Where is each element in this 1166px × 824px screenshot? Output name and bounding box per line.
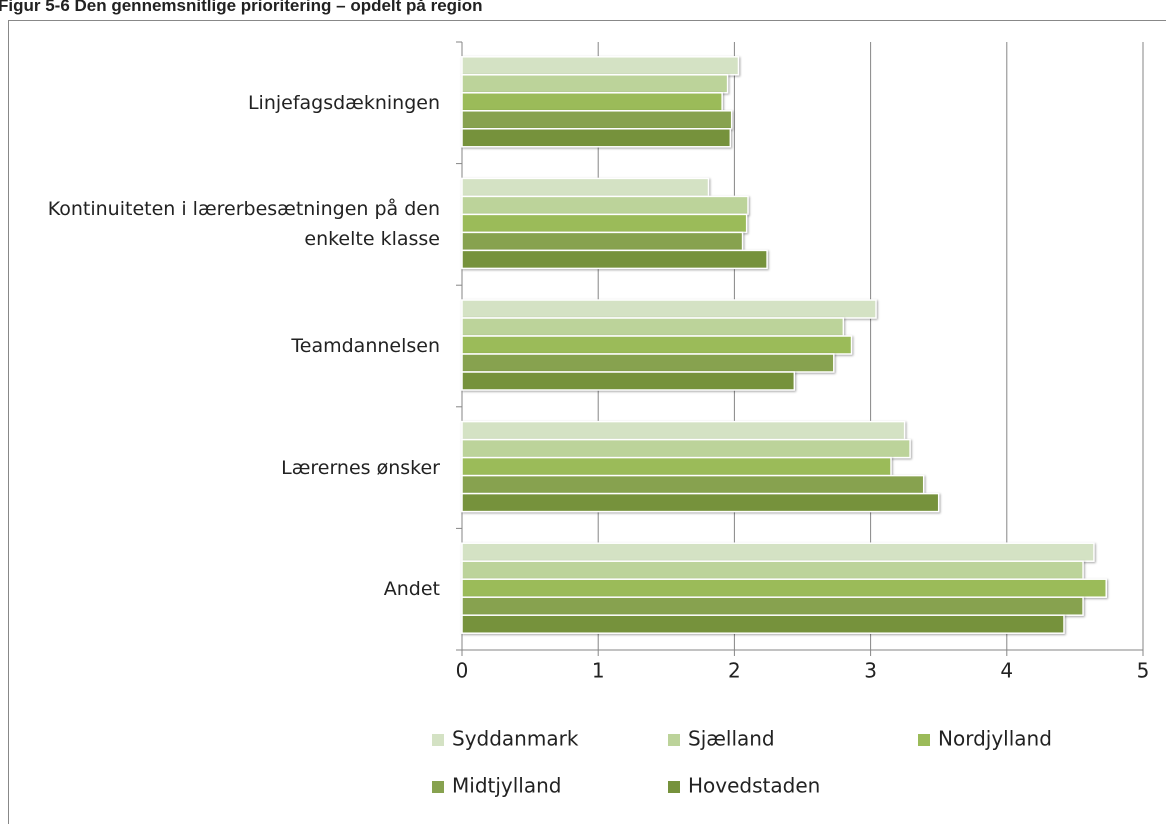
bar bbox=[461, 456, 892, 477]
bar bbox=[461, 596, 1084, 616]
y-tick-label: Teamdannelsen bbox=[291, 335, 440, 357]
legend-swatch bbox=[432, 781, 444, 793]
chart-title: Figur 5-6 Den gennemsnitlige prioriterin… bbox=[0, 0, 483, 15]
legend-swatch bbox=[918, 734, 930, 746]
bar bbox=[461, 353, 835, 373]
legend-label: Hovedstaden bbox=[688, 774, 820, 798]
bar bbox=[461, 92, 723, 112]
x-tick-label: 0 bbox=[456, 659, 469, 683]
y-tick-label: Linjefagsdækningen bbox=[247, 91, 440, 114]
legend-label: Syddanmark bbox=[452, 727, 579, 751]
bar bbox=[461, 195, 749, 216]
legend-label: Midtjylland bbox=[452, 774, 561, 798]
bar bbox=[461, 231, 744, 252]
bar bbox=[461, 474, 925, 495]
legend-swatch bbox=[668, 781, 680, 793]
bar bbox=[461, 335, 853, 355]
y-tick-label: Kontinuiteten i lærerbesætningen på den … bbox=[47, 198, 440, 251]
bar bbox=[461, 560, 1084, 580]
bar bbox=[461, 371, 796, 391]
bar bbox=[461, 249, 768, 270]
legend-label: Nordjylland bbox=[938, 727, 1052, 751]
bar bbox=[461, 213, 748, 234]
x-tick-label: 1 bbox=[592, 659, 605, 683]
legend-swatch bbox=[432, 734, 444, 746]
x-tick-label: 4 bbox=[1000, 659, 1013, 683]
legend-label: Sjælland bbox=[688, 727, 775, 751]
bar bbox=[461, 128, 732, 148]
y-tick-label: Andet bbox=[383, 578, 440, 601]
bar bbox=[461, 614, 1065, 634]
bar bbox=[461, 438, 911, 459]
bar bbox=[461, 56, 740, 76]
bar bbox=[461, 542, 1095, 562]
legend-swatch bbox=[668, 734, 680, 746]
bar bbox=[461, 74, 729, 94]
x-tick-label: 3 bbox=[864, 659, 877, 683]
x-tick-label: 5 bbox=[1137, 659, 1150, 683]
chart-border bbox=[8, 20, 1166, 824]
bar bbox=[461, 578, 1107, 598]
x-tick-label: 2 bbox=[728, 659, 741, 683]
y-tick-label: Lærernes ønsker bbox=[281, 456, 440, 479]
bar bbox=[461, 110, 733, 130]
bar bbox=[461, 492, 940, 513]
bar bbox=[461, 317, 845, 337]
bar bbox=[461, 299, 877, 319]
bar bbox=[461, 420, 906, 441]
bar bbox=[461, 177, 710, 198]
